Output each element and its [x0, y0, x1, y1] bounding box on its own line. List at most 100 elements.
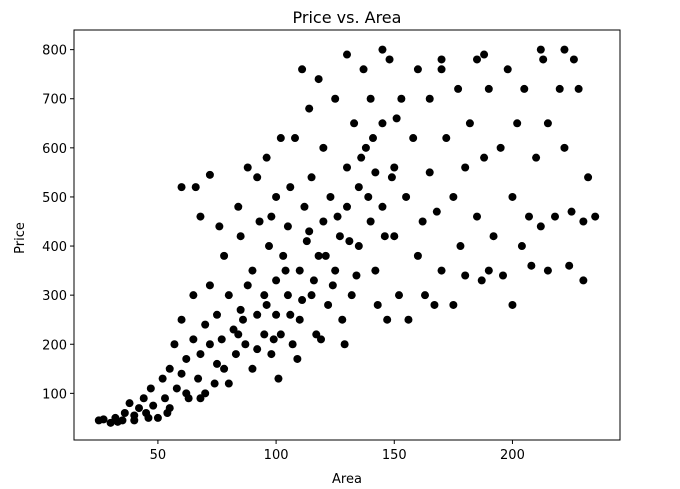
scatter-point: [215, 222, 224, 231]
scatter-point: [354, 242, 363, 251]
y-tick-label: 700: [42, 93, 67, 108]
y-tick-label: 500: [42, 191, 67, 206]
scatter-point: [331, 94, 340, 103]
scatter-point: [302, 237, 311, 246]
scatter-point: [513, 119, 522, 128]
scatter-point: [499, 271, 507, 280]
scatter-point: [402, 192, 411, 201]
scatter-point: [340, 340, 349, 349]
scatter-point: [473, 55, 481, 64]
x-tick-label: 100: [264, 448, 289, 463]
scatter-point: [262, 153, 271, 162]
scatter-point: [328, 281, 337, 290]
scatter-point: [265, 242, 273, 251]
scatter-point: [489, 232, 498, 241]
scatter-point: [390, 232, 399, 241]
scatter-point: [465, 119, 474, 128]
scatter-point: [177, 369, 186, 378]
x-tick-label: 150: [382, 448, 407, 463]
scatter-point: [283, 222, 292, 231]
scatter-point: [213, 310, 221, 319]
scatter-point: [139, 394, 148, 403]
scatter-point: [158, 374, 167, 383]
scatter-point: [236, 305, 245, 314]
scatter-point: [418, 217, 427, 226]
y-axis-label: Price: [13, 222, 28, 254]
scatter-point: [565, 261, 574, 270]
scatter-point: [331, 266, 340, 275]
scatter-point: [477, 276, 486, 285]
y-tick-label: 800: [42, 44, 67, 59]
scatter-point: [286, 183, 295, 192]
scatter-point: [295, 266, 304, 275]
chart-title: Price vs. Area: [293, 8, 402, 27]
scatter-point: [118, 416, 127, 425]
scatter-point: [343, 163, 351, 172]
scatter-point: [170, 340, 179, 349]
scatter-point: [343, 202, 351, 211]
scatter-point: [182, 354, 191, 363]
scatter-point: [253, 173, 262, 182]
scatter-point: [177, 183, 186, 192]
scatter-point: [220, 364, 229, 373]
scatter-point: [520, 84, 529, 93]
scatter-point: [543, 119, 552, 128]
scatter-point: [314, 75, 323, 84]
scatter-point: [231, 350, 240, 359]
scatter-point: [413, 251, 422, 260]
y-tick-label: 100: [42, 387, 67, 402]
y-tick-label: 300: [42, 289, 67, 304]
scatter-point: [527, 261, 536, 270]
x-tick-label: 200: [500, 448, 525, 463]
scatter-point: [305, 104, 314, 113]
scatter-point: [224, 379, 233, 388]
scatter-point: [366, 217, 375, 226]
scatter-point: [182, 389, 191, 398]
scatter-point: [241, 340, 250, 349]
scatter-point: [272, 192, 281, 201]
scatter-point: [262, 300, 271, 309]
scatter-point: [409, 134, 418, 143]
scatter-point: [224, 291, 233, 300]
scatter-point: [532, 153, 541, 162]
scatter-point: [508, 192, 517, 201]
scatter-point: [191, 183, 200, 192]
scatter-point: [239, 315, 247, 324]
scatter-point: [253, 345, 262, 354]
scatter-point: [567, 207, 576, 216]
scatter-point: [333, 212, 342, 221]
scatter-point: [196, 212, 205, 221]
scatter-point: [354, 183, 363, 192]
scatter-point: [574, 84, 583, 93]
y-tick-label: 200: [42, 338, 67, 353]
scatter-point: [307, 291, 316, 300]
scatter-point: [291, 134, 299, 143]
scatter-point: [106, 418, 115, 427]
scatter-point: [321, 251, 330, 260]
scatter-point: [295, 315, 304, 324]
scatter-point: [99, 415, 108, 424]
scatter-point: [248, 266, 257, 275]
scatter-point: [243, 281, 252, 290]
scatter-point: [276, 330, 285, 339]
scatter-point: [430, 300, 439, 309]
scatter-point: [345, 237, 354, 246]
scatter-point: [383, 315, 392, 324]
scatter-point: [454, 84, 463, 93]
scatter-point: [260, 291, 269, 300]
x-axis-label: Area: [332, 472, 362, 485]
scatter-point: [473, 212, 481, 221]
scatter-point: [298, 296, 307, 305]
scatter-point: [305, 227, 314, 236]
scatter-point: [165, 364, 174, 373]
scatter-point: [286, 310, 295, 319]
scatter-point: [484, 84, 493, 93]
scatter-point: [392, 114, 401, 123]
scatter-point: [276, 134, 285, 143]
scatter-point: [425, 168, 434, 177]
scatter-point: [189, 291, 198, 300]
scatter-point: [378, 202, 387, 211]
scatter-point: [163, 408, 172, 417]
